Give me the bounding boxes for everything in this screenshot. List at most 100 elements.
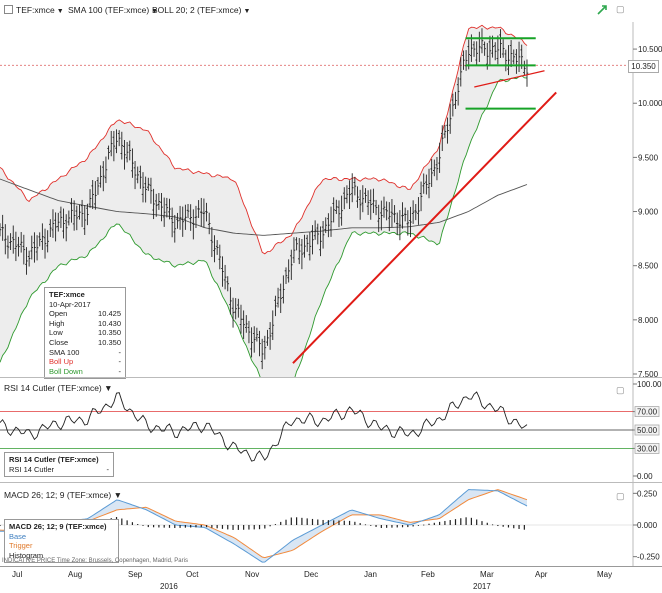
price-pane: 10.500 10.000 9.500 9.000 8.500 8.000 7.500 10… xyxy=(0,22,662,380)
macd-histogram-bar xyxy=(126,520,128,525)
macd-histogram-bar xyxy=(476,519,478,525)
trend-arrow-icon[interactable] xyxy=(596,4,608,16)
chart-toolbar: TEF:xmce ▼ SMA 100 (TEF:xmce) ▼ BOLL 20; 2… xyxy=(0,0,662,22)
macd-histogram-bar xyxy=(142,525,144,526)
rsi-legend: RSI 14 Cutler (TEF:xmce) RSI 14 Cutler - xyxy=(4,452,114,478)
legend-value: 10.430 xyxy=(98,318,121,328)
y-tick-box xyxy=(634,406,660,418)
macd-histogram-bar xyxy=(380,525,382,529)
legend-key: Boll Up xyxy=(49,357,74,367)
macd-histogram-bar xyxy=(190,525,192,528)
x-tick-label: Oct xyxy=(186,570,199,579)
close-icon[interactable]: ▢ xyxy=(616,4,625,14)
legend-title: RSI 14 Cutler (TEF:xmce) xyxy=(9,455,99,464)
macd-histogram-bar xyxy=(168,525,171,528)
toolbar-item-boll[interactable]: BOLL 20; 2 (TEF:xmce) ▼ xyxy=(152,5,250,15)
macd-histogram-bar xyxy=(227,525,229,530)
macd-histogram-bar xyxy=(523,525,525,530)
macd-histogram-bar xyxy=(439,521,441,525)
legend-row: High 10.430 xyxy=(49,319,121,329)
macd-histogram-bar xyxy=(359,523,361,525)
macd-histogram-bar xyxy=(375,525,377,527)
y-tick-label: 7.500 xyxy=(638,370,659,377)
x-year-label: 2016 xyxy=(160,582,178,591)
macd-histogram-bar xyxy=(444,520,446,525)
legend-row: Close 10.350 xyxy=(49,338,121,348)
macd-histogram-bar xyxy=(370,525,372,526)
macd-chart: 0.250 0.000 -0.250 xyxy=(0,483,660,566)
macd-histogram-bar xyxy=(0,525,1,527)
footnote: INDICATIVE PRICE Time Zone: Brussels, Co… xyxy=(2,558,188,564)
macd-histogram-bar xyxy=(333,520,335,525)
macd-title[interactable]: MACD 26; 12; 9 (TEF:xmce) ▼ xyxy=(4,490,122,500)
chevron-down-icon[interactable]: ▼ xyxy=(56,8,64,15)
y-tick-label: 50.00 xyxy=(637,426,658,435)
y-tick-label: -0.250 xyxy=(637,553,660,562)
macd-histogram-bar xyxy=(200,525,202,528)
legend-key: RSI 14 Cutler xyxy=(9,464,55,474)
macd-histogram-bar xyxy=(269,525,271,527)
macd-histogram-bar xyxy=(248,525,250,530)
macd-histogram-bar xyxy=(179,525,181,528)
legend-trigger: Trigger xyxy=(9,541,33,551)
y-tick-box xyxy=(634,424,660,436)
macd-histogram-bar xyxy=(243,525,245,530)
y-tick-label: 0.250 xyxy=(637,489,658,498)
toolbar-item-sma[interactable]: SMA 100 (TEF:xmce) ▼ xyxy=(68,5,158,15)
close-icon[interactable]: ▢ xyxy=(616,491,625,501)
legend-base: Base xyxy=(9,531,27,541)
legend-key: High xyxy=(49,318,65,328)
legend-value: - xyxy=(106,464,110,474)
macd-histogram-bar xyxy=(147,525,149,528)
close-icon[interactable]: ▢ xyxy=(616,385,625,395)
x-tick-label: May xyxy=(597,570,613,579)
x-tick-label: Nov xyxy=(245,570,260,579)
macd-histogram-bar xyxy=(507,525,510,528)
checkbox-icon[interactable] xyxy=(4,5,13,14)
x-year-label: 2017 xyxy=(473,582,491,591)
macd-histogram-bar xyxy=(502,525,504,527)
pane-divider[interactable] xyxy=(0,482,662,483)
bollinger-band-fill xyxy=(0,25,527,377)
macd-histogram-bar xyxy=(348,520,351,525)
macd-histogram-bar xyxy=(412,525,414,527)
macd-histogram-bar xyxy=(317,519,319,525)
y-tick-label: 8.500 xyxy=(638,262,659,271)
x-axis: Jul Aug Sep Oct Nov Dec Jan Feb Mar Apr May 2016 2… xyxy=(0,566,662,593)
chevron-down-icon[interactable]: ▼ xyxy=(151,8,159,15)
rsi-chart: 100.00 70.00 50.00 30.00 0.00 xyxy=(0,378,662,482)
macd-histogram-bar xyxy=(460,518,462,525)
macd-histogram-bar xyxy=(423,524,425,526)
y-tick-label: 10.000 xyxy=(638,99,662,108)
macd-histogram-bar xyxy=(433,522,435,525)
legend-row: Low 10.350 xyxy=(49,328,121,338)
legend-date: 10-Apr-2017 xyxy=(49,299,91,309)
macd-histogram-bar xyxy=(158,525,160,528)
macd-histogram-bar xyxy=(195,525,197,528)
macd-histogram-bar xyxy=(407,525,409,528)
macd-histogram-bar xyxy=(497,525,499,527)
legend-key: Open xyxy=(49,309,68,319)
macd-pane: 0.250 0.000 -0.250 MACD 26; 12; 9 (TEF:xmc… xyxy=(0,483,662,566)
macd-histogram-bar xyxy=(285,519,287,525)
legend-value: - xyxy=(118,366,122,376)
legend-value: 10.425 xyxy=(98,309,121,319)
chevron-down-icon[interactable]: ▼ xyxy=(113,490,123,500)
legend-row: SMA 100 - xyxy=(49,348,121,358)
macd-histogram-bar xyxy=(174,525,176,529)
chevron-down-icon[interactable]: ▼ xyxy=(104,383,113,393)
macd-histogram-bar xyxy=(454,519,457,525)
macd-histogram-bar xyxy=(486,522,488,525)
macd-histogram-bar xyxy=(211,525,213,528)
macd-histogram-bar xyxy=(401,525,404,528)
toolbar-label: TEF:xmce xyxy=(16,5,55,15)
rsi-title[interactable]: RSI 14 Cutler (TEF:xmce) ▼ xyxy=(4,383,113,393)
legend-key: Boll Down xyxy=(49,366,83,376)
macd-fill xyxy=(0,489,527,563)
macd-histogram-bar xyxy=(364,524,367,526)
toolbar-item-price[interactable]: TEF:xmce ▼ xyxy=(4,5,64,15)
pane-divider[interactable] xyxy=(0,377,662,378)
y-tick-label: 30.00 xyxy=(637,444,658,453)
macd-histogram-bar xyxy=(354,521,356,525)
chevron-down-icon[interactable]: ▼ xyxy=(243,8,251,15)
